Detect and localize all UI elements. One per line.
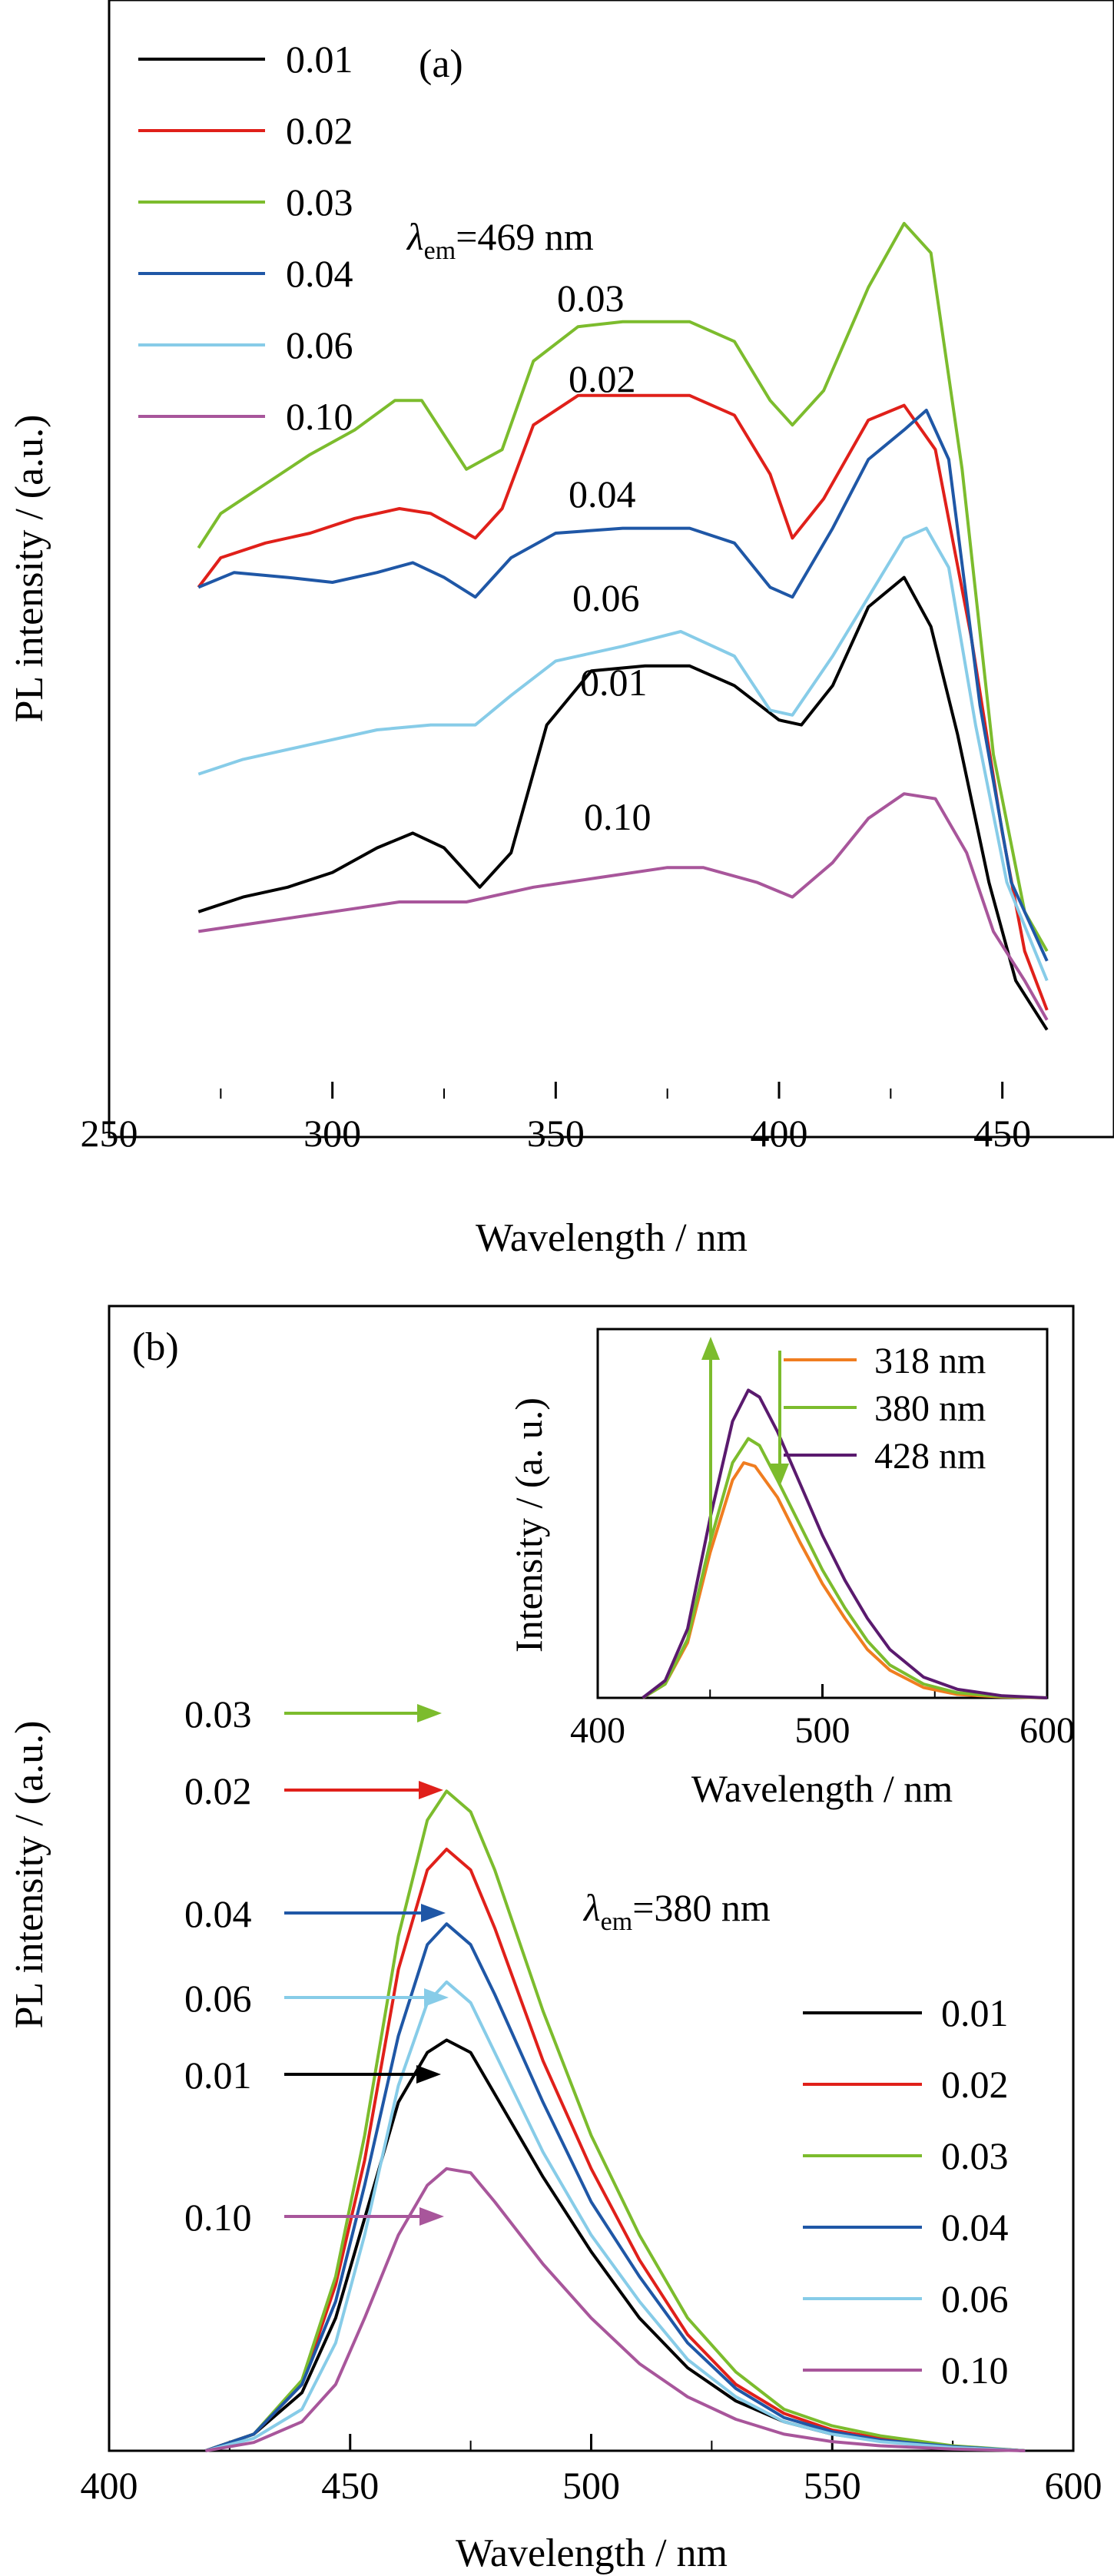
panel-a-legend-label: 0.04: [286, 252, 353, 295]
panel-b-legend-label: 0.02: [941, 2063, 1009, 2106]
panel-a-label: (a): [419, 42, 463, 86]
inset-plot-frame: [596, 1328, 1049, 1699]
inset-x-tick-label: 400: [570, 1710, 625, 1751]
panel-a-curve-label-004: 0.04: [569, 472, 636, 516]
panel-a-legend: 0.01 0.02 0.03 0.04 0.06 0.10: [138, 38, 353, 438]
panel-b-x-tick-label: 600: [1045, 2464, 1102, 2507]
panel-b-label: (b): [132, 1325, 179, 1369]
panel-b: 400 450 500 550 600 0.01 0.02 0.03 0.04 0.06 0.10…: [8, 1305, 1102, 2575]
panel-b-arrow-label: 0.10: [184, 2196, 252, 2239]
panel-a-legend-label: 0.02: [286, 109, 353, 152]
inset-legend: 318 nm 380 nm 428 nm: [784, 1341, 986, 1477]
panel-b-arrow-label: 0.06: [184, 1977, 252, 2020]
inset-y-axis-title: Intensity / (a. u.): [507, 1397, 550, 1653]
panel-a: 250 300 350 400 450 0.01 0.02 0.03 0.04 0.06 0.10…: [8, 0, 1114, 1260]
panel-b-x-axis-title: Wavelength / nm: [456, 2531, 728, 2575]
panel-a-series-group: [197, 221, 1049, 1031]
panel-b-x-tick-label: 450: [321, 2464, 379, 2507]
panel-b-series-006-line: [205, 1980, 1026, 2452]
inset-legend-label: 428 nm: [874, 1436, 986, 1477]
inset-legend-label: 318 nm: [874, 1341, 986, 1381]
inset-arrows: [701, 1337, 789, 1540]
panel-a-curve-label-002: 0.02: [569, 357, 636, 400]
panel-b-x-tick-label: 550: [804, 2464, 861, 2507]
panel-b-arrow-label: 0.03: [184, 1692, 252, 1736]
panel-a-legend-label: 0.01: [286, 38, 353, 81]
panel-b-arrow-head: [416, 2065, 441, 2084]
panel-a-series-006-line: [197, 526, 1049, 982]
panel-a-legend-label: 0.10: [286, 395, 353, 438]
panel-b-x-tick-label: 500: [562, 2464, 620, 2507]
panel-b-legend-label: 0.04: [941, 2206, 1009, 2249]
panel-a-series-002-line: [197, 393, 1049, 1011]
panel-a-series-001-line: [197, 575, 1049, 1031]
panel-b-x-tick-label: 400: [81, 2464, 138, 2507]
panel-b-series-001-line: [204, 2038, 1026, 2452]
panel-b-legend: 0.01 0.02 0.03 0.04 0.06 0.10: [803, 1991, 1009, 2392]
panel-a-series-004-line: [197, 409, 1049, 962]
panel-b-arrow-label: 0.01: [184, 2054, 252, 2097]
inset-down-arrow-head: [771, 1464, 789, 1487]
panel-b-arrow-head: [421, 1904, 446, 1922]
panel-b-arrow-head: [419, 1781, 443, 1799]
panel-b-arrow-head: [424, 1988, 449, 2007]
panel-a-curve-label-003: 0.03: [557, 277, 625, 320]
panel-a-x-axis-title: Wavelength / nm: [476, 1216, 748, 1260]
panel-a-curve-label-001: 0.01: [580, 661, 648, 704]
panel-b-legend-label: 0.10: [941, 2349, 1009, 2392]
panel-b-y-axis-title: PL intensity / (a.u.): [8, 1720, 51, 2028]
panel-a-x-tick-label: 450: [973, 1112, 1031, 1155]
panel-b-arrow-label: 0.02: [184, 1769, 252, 1812]
panel-a-annotation: λem=469 nm: [406, 215, 594, 265]
panel-a-curve-label-010: 0.10: [584, 795, 651, 838]
panel-a-x-tick-label: 250: [81, 1112, 138, 1155]
panel-b-legend-label: 0.06: [941, 2277, 1009, 2320]
panel-b-legend-label: 0.03: [941, 2134, 1009, 2177]
panel-a-x-tick-label: 300: [303, 1112, 361, 1155]
panel-a-curve-label-006: 0.06: [572, 576, 640, 619]
panel-b-arrow-head: [419, 2207, 444, 2226]
panel-b-series-group: [204, 1789, 1026, 2452]
inset-legend-label: 380 nm: [874, 1388, 986, 1429]
panel-b-series-003-line: [204, 1789, 1026, 2452]
panel-b-arrow-head: [417, 1704, 442, 1722]
panel-a-y-axis-title: PL intensity / (a.u.): [8, 414, 51, 722]
panel-b-peak-arrows: 0.03 0.02 0.04 0.06 0.01 0.10: [184, 1692, 449, 2239]
panel-b-inset: 400 500 600 318 nm 380 nm 428 nm Wavelength …: [507, 1328, 1075, 1810]
inset-series-group: [642, 1388, 1048, 1699]
inset-x-tick-label: 500: [795, 1710, 850, 1751]
panel-b-annotation: λem=380 nm: [582, 1886, 771, 1936]
panel-b-series-010-line: [205, 2167, 1026, 2452]
panel-a-x-axis: 250 300 350 400 450: [81, 1082, 1114, 1155]
inset-x-axis: 400 500 600: [570, 1684, 1075, 1751]
inset-x-tick-label: 600: [1020, 1710, 1075, 1751]
panel-a-series-003-line: [197, 221, 1049, 952]
panel-b-arrow-label: 0.04: [184, 1892, 252, 1935]
panel-a-legend-label: 0.03: [286, 181, 353, 224]
inset-x-axis-title: Wavelength / nm: [691, 1767, 953, 1810]
panel-b-legend-label: 0.01: [941, 1991, 1009, 2034]
panel-a-plot-frame: [108, 0, 1114, 1139]
inset-series-428nm-line: [642, 1388, 1048, 1699]
panel-b-series-002-line: [204, 1848, 1026, 2452]
panel-a-legend-label: 0.06: [286, 323, 353, 366]
inset-up-arrow-head: [701, 1337, 720, 1360]
panel-a-x-tick-label: 400: [751, 1112, 808, 1155]
panel-a-x-tick-label: 350: [527, 1112, 585, 1155]
panel-a-series-010-line: [198, 792, 1049, 1021]
inset-series-318nm-line: [642, 1461, 1048, 1699]
inset-series-380nm-line: [642, 1437, 1048, 1699]
panel-b-series-004-line: [204, 1922, 1026, 2452]
panel-b-x-axis: 400 450 500 550 600: [81, 2434, 1102, 2507]
